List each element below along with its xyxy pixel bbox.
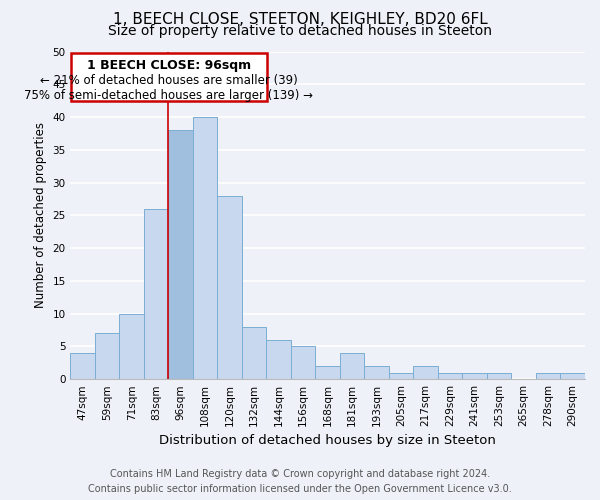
Bar xyxy=(413,366,438,379)
Bar xyxy=(487,372,511,379)
Bar xyxy=(144,209,169,379)
Text: Size of property relative to detached houses in Steeton: Size of property relative to detached ho… xyxy=(108,24,492,38)
Bar xyxy=(364,366,389,379)
Bar xyxy=(242,327,266,379)
Bar xyxy=(536,372,560,379)
Y-axis label: Number of detached properties: Number of detached properties xyxy=(34,122,47,308)
Bar xyxy=(266,340,291,379)
Text: 1 BEECH CLOSE: 96sqm: 1 BEECH CLOSE: 96sqm xyxy=(87,60,251,72)
Bar xyxy=(95,334,119,379)
Bar xyxy=(70,353,95,379)
Bar xyxy=(119,314,144,379)
FancyBboxPatch shape xyxy=(71,53,267,100)
Bar xyxy=(217,196,242,379)
Text: 75% of semi-detached houses are larger (139) →: 75% of semi-detached houses are larger (… xyxy=(25,89,313,102)
Bar xyxy=(389,372,413,379)
X-axis label: Distribution of detached houses by size in Steeton: Distribution of detached houses by size … xyxy=(160,434,496,448)
Text: Contains HM Land Registry data © Crown copyright and database right 2024.
Contai: Contains HM Land Registry data © Crown c… xyxy=(88,468,512,493)
Bar xyxy=(169,130,193,379)
Bar xyxy=(193,117,217,379)
Bar xyxy=(291,346,316,379)
Text: 1, BEECH CLOSE, STEETON, KEIGHLEY, BD20 6FL: 1, BEECH CLOSE, STEETON, KEIGHLEY, BD20 … xyxy=(113,12,487,28)
Bar xyxy=(340,353,364,379)
Bar xyxy=(316,366,340,379)
Bar xyxy=(463,372,487,379)
Bar xyxy=(560,372,585,379)
Bar xyxy=(438,372,463,379)
Text: ← 21% of detached houses are smaller (39): ← 21% of detached houses are smaller (39… xyxy=(40,74,298,88)
